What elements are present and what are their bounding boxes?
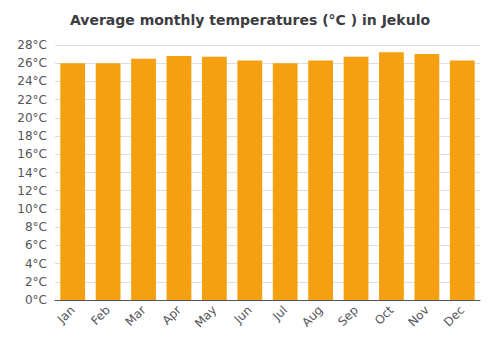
svg-text:6°C: 6°C [25, 238, 47, 252]
svg-text:Jan: Jan [54, 303, 78, 327]
svg-text:26°C: 26°C [17, 56, 47, 70]
svg-text:Average monthly temperatures (: Average monthly temperatures (°C ) in Je… [70, 12, 430, 28]
svg-text:Sep: Sep [335, 303, 361, 329]
svg-text:Feb: Feb [88, 303, 113, 328]
svg-text:Apr: Apr [159, 303, 184, 328]
svg-text:Jun: Jun [231, 303, 255, 327]
svg-text:10°C: 10°C [17, 202, 47, 216]
svg-text:28°C: 28°C [17, 38, 47, 52]
svg-text:4°C: 4°C [25, 257, 47, 271]
svg-text:Mar: Mar [123, 303, 149, 329]
svg-text:22°C: 22°C [17, 93, 47, 107]
svg-text:24°C: 24°C [17, 74, 47, 88]
svg-text:12°C: 12°C [17, 184, 47, 198]
svg-text:14°C: 14°C [17, 166, 47, 180]
svg-text:8°C: 8°C [25, 220, 47, 234]
svg-text:Nov: Nov [405, 303, 431, 329]
svg-text:May: May [192, 303, 219, 330]
svg-text:Aug: Aug [299, 303, 325, 329]
svg-text:Jul: Jul [269, 303, 290, 324]
svg-text:Oct: Oct [372, 303, 397, 328]
svg-text:0°C: 0°C [25, 293, 47, 307]
svg-text:20°C: 20°C [17, 111, 47, 125]
svg-text:18°C: 18°C [17, 129, 47, 143]
svg-text:Dec: Dec [441, 303, 467, 329]
svg-text:2°C: 2°C [25, 275, 47, 289]
svg-text:16°C: 16°C [17, 147, 47, 161]
